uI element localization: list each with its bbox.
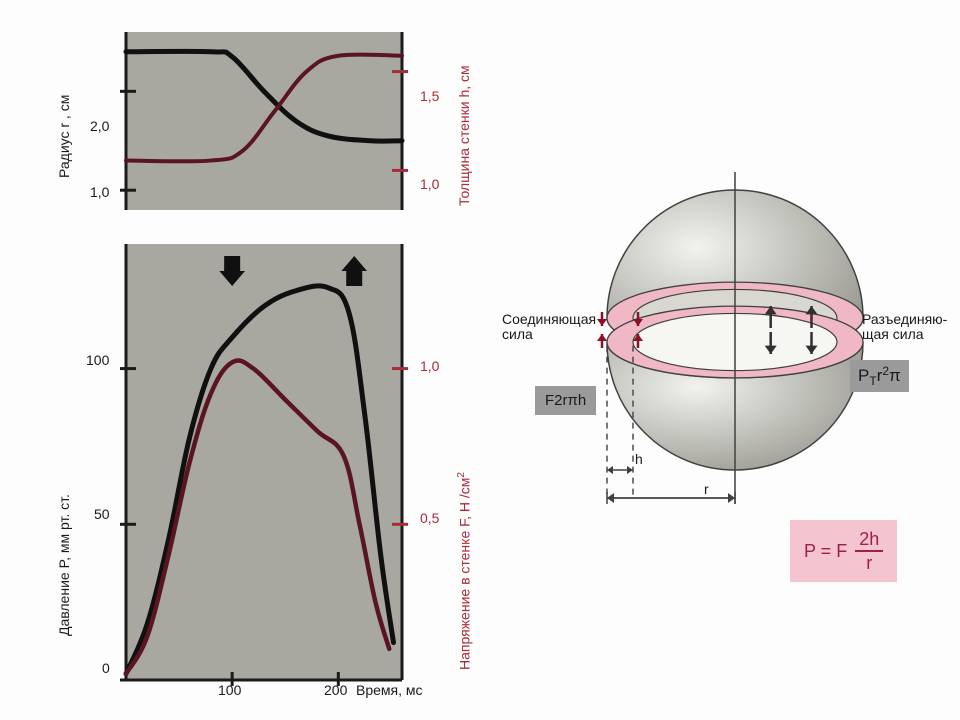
bottom-right-axis-label-text: Напряжение в стенке F, Н /см: [457, 478, 473, 670]
pink-formula-den: r: [866, 552, 872, 572]
bottom-right-tick-10: 1,0: [420, 358, 439, 374]
top-right-tick-2: 1,5: [420, 88, 439, 104]
top-chart-svg: [126, 32, 402, 210]
bottom-left-axis-label: Давление P, мм рт. ст.: [56, 494, 72, 636]
formula-box-right: PTr2π: [850, 360, 909, 392]
top-left-tick-2: 2,0: [90, 118, 109, 134]
formula-left-text: F2rπh: [545, 392, 586, 409]
bottom-left-tick-50: 50: [94, 506, 110, 522]
label-separating-force-l2: щая сила: [862, 326, 924, 342]
bottom-x-tick-100: 100: [218, 682, 241, 698]
bottom-right-axis-label-super: 2: [456, 472, 467, 478]
formula-box-left: F2rπh: [535, 386, 596, 415]
formula-right-sub: T: [869, 374, 876, 388]
top-right-tick-1: 1,0: [420, 176, 439, 192]
figure-container: Радиус r , см Толщина стенки h, см 1,0 2…: [0, 0, 960, 720]
bottom-right-tick-05: 0,5: [420, 510, 439, 526]
top-chart: [126, 32, 402, 210]
top-left-tick-1: 1,0: [90, 184, 109, 200]
label-separating-force-l1: Разъединяю-: [862, 311, 947, 327]
label-joining-force: Соединяющая сила: [502, 312, 596, 343]
label-joining-force-l1: Соединяющая: [502, 311, 596, 327]
top-left-axis-label: Радиус r , см: [56, 95, 72, 178]
label-joining-force-l2: сила: [502, 326, 533, 342]
bottom-left-tick-100: 100: [86, 352, 109, 368]
pink-formula-num: 2h: [855, 530, 883, 552]
formula-right-P: P: [858, 366, 869, 385]
pink-formula-lhs: P = F: [804, 541, 847, 562]
label-separating-force: Разъединяю- щая сила: [862, 312, 947, 343]
bottom-right-axis-label: Напряжение в стенке F, Н /см2: [456, 472, 473, 670]
bottom-left-tick-0: 0: [102, 660, 110, 676]
bottom-chart-svg: [126, 244, 402, 680]
bottom-x-tick-200: 200: [324, 682, 347, 698]
bottom-x-axis-label: Время, мс: [356, 682, 423, 698]
bottom-chart: [126, 244, 402, 680]
pink-formula-box: P = F 2h r: [790, 520, 897, 582]
dim-h: h: [635, 451, 643, 467]
dim-r: r: [704, 481, 709, 497]
top-right-axis-label: Толщина стенки h, см: [456, 65, 472, 206]
